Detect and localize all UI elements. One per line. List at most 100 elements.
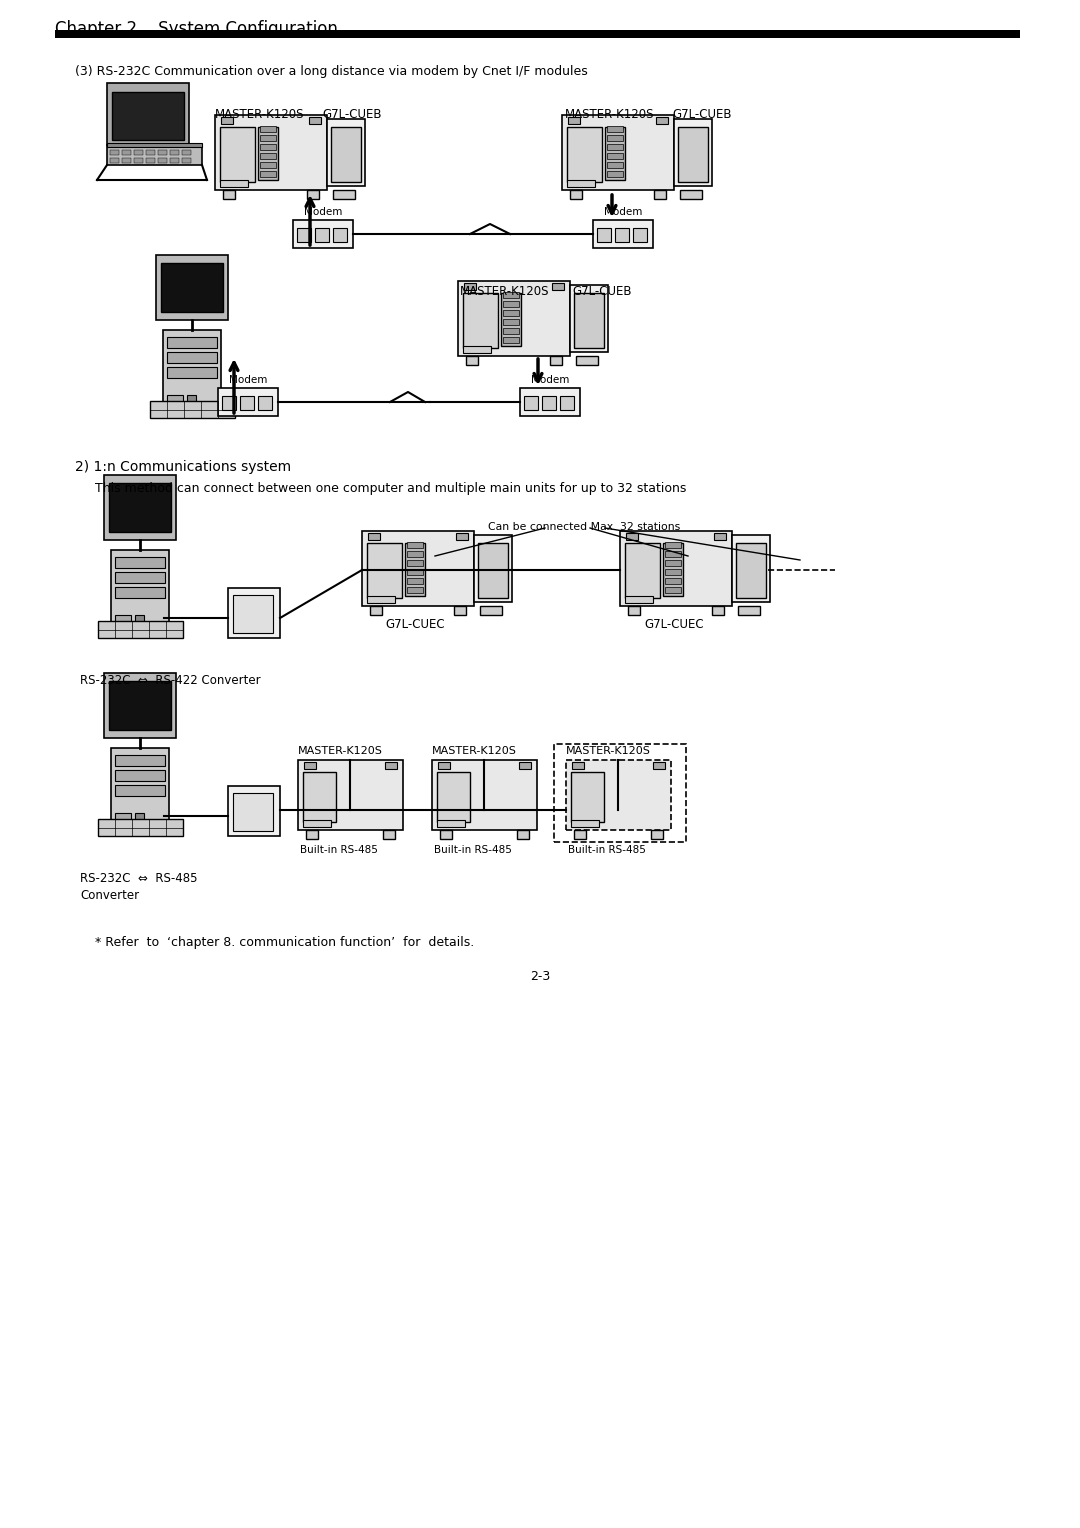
Bar xyxy=(240,396,254,410)
Bar xyxy=(665,552,681,558)
Bar xyxy=(550,356,562,365)
Bar xyxy=(114,813,131,822)
Bar xyxy=(107,83,189,145)
Text: RS-232C  ⇔  RS-485: RS-232C ⇔ RS-485 xyxy=(80,872,198,885)
Bar xyxy=(298,759,403,830)
Bar xyxy=(215,115,327,189)
Text: G7L-CUEB: G7L-CUEB xyxy=(572,286,632,298)
Bar xyxy=(501,293,521,345)
Bar xyxy=(607,162,623,168)
Bar xyxy=(605,127,625,180)
Bar xyxy=(458,281,570,356)
Bar xyxy=(222,189,235,199)
Bar xyxy=(111,749,168,830)
Bar xyxy=(503,292,519,298)
Bar xyxy=(552,283,564,290)
Bar xyxy=(593,220,653,248)
Bar xyxy=(571,821,599,827)
Bar xyxy=(228,785,280,836)
Bar xyxy=(712,607,724,614)
Bar xyxy=(463,345,491,353)
Bar xyxy=(432,759,537,830)
Bar xyxy=(110,157,119,163)
Text: G7L-CUEB: G7L-CUEB xyxy=(322,108,381,121)
Bar xyxy=(114,755,165,766)
Bar xyxy=(465,356,478,365)
Bar xyxy=(167,396,183,403)
Bar xyxy=(135,614,144,623)
Bar xyxy=(368,533,380,539)
Bar xyxy=(656,118,669,124)
Bar xyxy=(183,157,191,163)
Bar xyxy=(384,762,397,769)
Text: * Refer  to  ‘chapter 8. communication function’  for  details.: * Refer to ‘chapter 8. communication fun… xyxy=(95,937,474,949)
Bar xyxy=(576,356,598,365)
Bar xyxy=(134,150,143,154)
Bar xyxy=(567,180,595,186)
Bar xyxy=(170,150,179,154)
Bar xyxy=(503,301,519,307)
Bar xyxy=(735,542,766,597)
Bar xyxy=(114,558,165,568)
Text: MASTER-K120S: MASTER-K120S xyxy=(215,108,305,121)
Text: G7L-CUEB: G7L-CUEB xyxy=(672,108,731,121)
Bar xyxy=(163,330,221,413)
Bar xyxy=(474,535,512,602)
Text: G7L-CUEC: G7L-CUEC xyxy=(384,617,445,631)
Bar xyxy=(572,762,584,769)
Bar xyxy=(607,153,623,159)
Bar xyxy=(478,542,508,597)
Bar xyxy=(678,127,708,182)
Bar xyxy=(107,144,202,147)
Bar xyxy=(480,607,502,614)
Bar xyxy=(114,770,165,781)
Text: MASTER-K120S: MASTER-K120S xyxy=(298,746,383,756)
Bar xyxy=(407,578,423,584)
Bar xyxy=(158,157,167,163)
Bar xyxy=(407,587,423,593)
Bar xyxy=(260,162,276,168)
Bar xyxy=(146,157,156,163)
Text: 2-3: 2-3 xyxy=(530,970,550,983)
Bar xyxy=(524,396,538,410)
Bar xyxy=(732,535,770,602)
Bar xyxy=(562,115,674,189)
Bar xyxy=(456,533,468,539)
Bar xyxy=(615,228,629,241)
Bar xyxy=(233,594,273,633)
Text: MASTER-K120S: MASTER-K120S xyxy=(566,746,651,756)
Bar xyxy=(170,157,179,163)
Bar xyxy=(293,220,353,248)
Bar xyxy=(134,157,143,163)
Bar xyxy=(167,338,217,348)
Bar xyxy=(437,821,465,827)
Text: MASTER-K120S: MASTER-K120S xyxy=(565,108,654,121)
Bar xyxy=(110,150,119,154)
Text: Can be connected Max. 32 stations: Can be connected Max. 32 stations xyxy=(488,523,680,532)
Bar xyxy=(114,614,131,623)
Bar xyxy=(183,150,191,154)
Bar xyxy=(297,228,311,241)
Bar xyxy=(463,293,498,348)
Bar xyxy=(503,338,519,342)
Text: G7L-CUEC: G7L-CUEC xyxy=(644,617,704,631)
Bar xyxy=(437,772,470,822)
Bar xyxy=(627,607,640,614)
Bar xyxy=(306,830,318,839)
Bar xyxy=(607,134,623,141)
Bar xyxy=(122,150,131,154)
Text: Converter: Converter xyxy=(80,889,139,902)
Bar xyxy=(109,483,171,532)
Bar xyxy=(680,189,702,199)
Bar xyxy=(570,189,582,199)
Bar xyxy=(454,607,465,614)
Bar xyxy=(258,127,278,180)
Text: Chapter 2    System Configuration: Chapter 2 System Configuration xyxy=(55,20,338,38)
Bar xyxy=(519,762,531,769)
Bar xyxy=(55,31,1020,38)
Bar xyxy=(573,293,604,348)
Bar xyxy=(570,286,608,351)
Text: Modem: Modem xyxy=(229,374,267,385)
Bar xyxy=(573,830,586,839)
Bar xyxy=(104,672,176,738)
